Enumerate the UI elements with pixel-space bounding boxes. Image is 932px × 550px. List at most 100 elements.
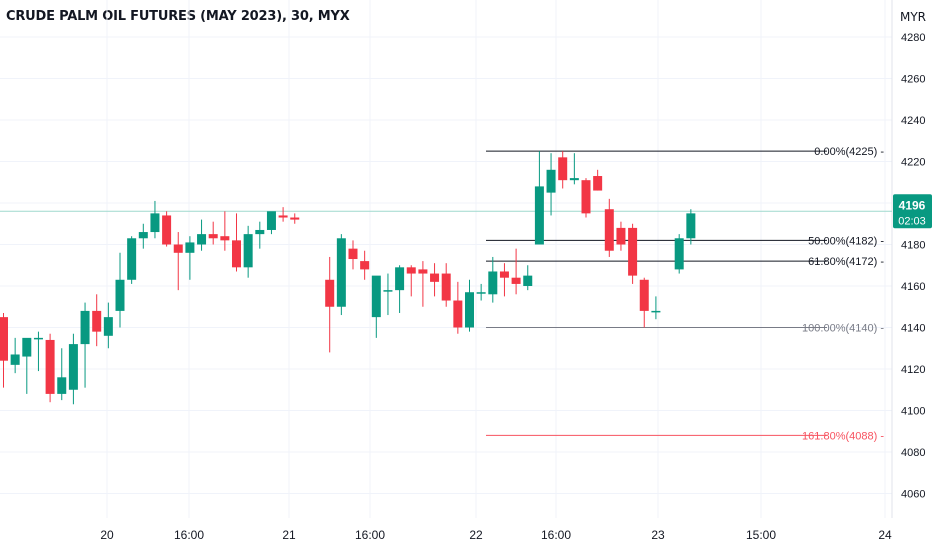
candle-down[interactable] xyxy=(45,333,55,403)
candle-body xyxy=(33,337,43,340)
candle-body xyxy=(266,211,276,230)
fib-level-label: 0.00%(4225) - xyxy=(814,146,884,158)
candle-body xyxy=(534,186,544,245)
candle-up[interactable] xyxy=(10,337,20,374)
candle-up[interactable] xyxy=(546,153,556,216)
price-tick-label: 4060 xyxy=(901,489,925,501)
candle-up[interactable] xyxy=(686,209,696,245)
candle-down[interactable] xyxy=(220,211,230,251)
candle-up[interactable] xyxy=(674,234,684,274)
candle-body xyxy=(278,215,288,218)
candle-down[interactable] xyxy=(628,223,638,284)
candle-up[interactable] xyxy=(115,252,125,328)
candle-body xyxy=(173,244,183,253)
candle-up[interactable] xyxy=(127,236,137,284)
candle-body xyxy=(593,176,603,191)
candle-down[interactable] xyxy=(232,213,241,272)
candle-up[interactable] xyxy=(488,256,498,303)
candle-down[interactable] xyxy=(348,240,358,270)
bar-countdown: 02:03 xyxy=(898,215,926,227)
candle-down[interactable] xyxy=(511,248,521,295)
price-tick-label: 4240 xyxy=(901,115,925,127)
candle-down[interactable] xyxy=(208,221,218,245)
candle-body xyxy=(371,275,381,318)
candle-body xyxy=(220,236,230,241)
candle-body xyxy=(651,310,661,313)
candle-down[interactable] xyxy=(430,263,440,297)
candle-body xyxy=(523,275,533,286)
candle-up[interactable] xyxy=(103,302,113,349)
time-tick-label: 22 xyxy=(469,528,483,542)
candle-down[interactable] xyxy=(593,169,603,191)
candle-body xyxy=(57,377,67,394)
candle-down[interactable] xyxy=(325,256,335,353)
time-tick-label: 21 xyxy=(282,528,296,542)
time-tick-label: 16:00 xyxy=(541,528,571,542)
price-tick-label: 4180 xyxy=(901,240,925,252)
fib-level-label: 61.80%(4172) - xyxy=(808,256,884,268)
candle-up[interactable] xyxy=(569,153,579,185)
candle-body xyxy=(22,337,32,357)
candle-down[interactable] xyxy=(581,178,591,218)
candle-up[interactable] xyxy=(336,234,346,316)
candle-down[interactable] xyxy=(360,250,370,280)
candle-up[interactable] xyxy=(138,223,148,249)
candle-body xyxy=(290,217,300,220)
candle-down[interactable] xyxy=(290,213,300,224)
candle-down[interactable] xyxy=(92,294,102,347)
candle-body xyxy=(441,273,451,301)
candle-down[interactable] xyxy=(616,221,626,251)
candle-body xyxy=(418,269,428,274)
candle-body xyxy=(45,339,55,394)
candle-down[interactable] xyxy=(453,281,463,334)
candle-up[interactable] xyxy=(150,200,160,239)
price-tick-label: 4120 xyxy=(901,364,925,376)
price-tick-label: 4140 xyxy=(901,323,925,335)
candle-up[interactable] xyxy=(255,221,265,249)
candle-body xyxy=(628,227,638,276)
candle-down[interactable] xyxy=(406,265,416,297)
candle-up[interactable] xyxy=(197,219,207,251)
candle-up[interactable] xyxy=(80,302,90,388)
candle-body xyxy=(115,279,125,311)
candle-up[interactable] xyxy=(476,283,486,301)
candle-up[interactable] xyxy=(383,273,393,316)
last-price-badge: 4196 02:03 xyxy=(893,194,932,229)
fib-level-label: 100.00%(4140) - xyxy=(802,323,884,335)
candle-down[interactable] xyxy=(278,207,288,222)
candle-up[interactable] xyxy=(534,151,544,245)
candle-up[interactable] xyxy=(395,265,405,313)
price-axis: 4060408041004120414041604180420042204240… xyxy=(893,32,932,501)
candle-up[interactable] xyxy=(523,265,533,291)
candle-up[interactable] xyxy=(651,296,661,320)
candle-body xyxy=(10,354,20,365)
candle-down[interactable] xyxy=(162,211,172,247)
candle-down[interactable] xyxy=(499,263,509,297)
candle-body xyxy=(0,317,8,361)
candle-body xyxy=(336,238,346,307)
candle-body xyxy=(499,271,509,278)
candle-up[interactable] xyxy=(33,331,43,372)
candle-up[interactable] xyxy=(243,225,253,278)
candle-up[interactable] xyxy=(465,279,474,332)
candle-up[interactable] xyxy=(371,275,381,338)
candle-down[interactable] xyxy=(441,263,451,307)
candle-body xyxy=(476,292,486,294)
candle-body xyxy=(255,229,265,235)
candle-up[interactable] xyxy=(266,211,276,235)
candle-down[interactable] xyxy=(604,198,614,257)
candle-up[interactable] xyxy=(68,333,78,405)
candle-body xyxy=(92,310,102,332)
candle-up[interactable] xyxy=(22,337,32,394)
fib-level-label: 50.00%(4182) - xyxy=(808,235,884,247)
candle-down[interactable] xyxy=(173,232,183,291)
fib-level-label: 161.80%(4088) - xyxy=(802,430,884,442)
candle-down[interactable] xyxy=(639,277,649,328)
candle-down[interactable] xyxy=(558,151,568,189)
candle-up[interactable] xyxy=(57,348,67,401)
candle-body xyxy=(80,310,90,345)
candle-down[interactable] xyxy=(0,312,8,388)
candle-down[interactable] xyxy=(418,261,428,307)
candle-up[interactable] xyxy=(185,236,195,280)
